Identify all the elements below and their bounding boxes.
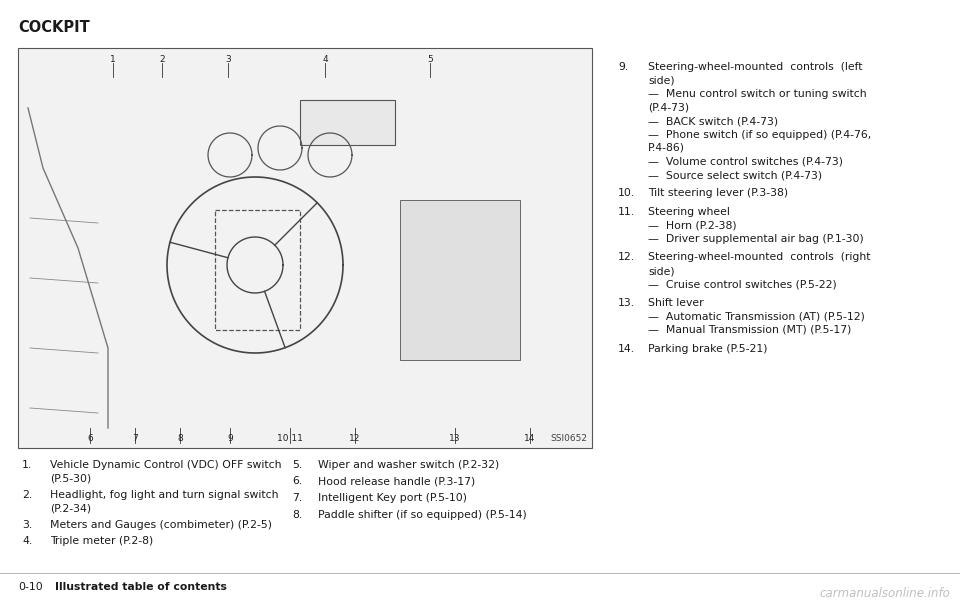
Text: carmanualsonline.info: carmanualsonline.info [819,587,950,600]
Text: (P.4-73): (P.4-73) [648,103,689,112]
Text: —  Horn (P.2-38): — Horn (P.2-38) [648,221,736,230]
Text: 12: 12 [349,434,361,443]
Text: —  Cruise control switches (P.5-22): — Cruise control switches (P.5-22) [648,279,837,290]
Text: —  Manual Transmission (MT) (P.5-17): — Manual Transmission (MT) (P.5-17) [648,325,852,335]
Text: —  BACK switch (P.4-73): — BACK switch (P.4-73) [648,116,779,126]
Text: Wiper and washer switch (P.2-32): Wiper and washer switch (P.2-32) [318,460,499,470]
Text: Steering-wheel-mounted  controls  (right: Steering-wheel-mounted controls (right [648,252,871,263]
Text: (P.5-30): (P.5-30) [50,474,91,483]
Text: —  Automatic Transmission (AT) (P.5-12): — Automatic Transmission (AT) (P.5-12) [648,312,865,321]
Text: 1.: 1. [22,460,33,470]
Text: COCKPIT: COCKPIT [18,20,89,35]
Text: 4.: 4. [22,536,33,546]
Text: 13.: 13. [618,298,636,308]
Text: SSI0652: SSI0652 [550,434,587,443]
Text: P.4-86): P.4-86) [648,143,685,153]
Text: Hood release handle (P.3-17): Hood release handle (P.3-17) [318,477,475,486]
Text: 5: 5 [427,55,433,64]
Bar [300,100,395,145]
Bar [215,210,300,330]
Text: —  Menu control switch or tuning switch: — Menu control switch or tuning switch [648,89,867,99]
Text: Vehicle Dynamic Control (VDC) OFF switch: Vehicle Dynamic Control (VDC) OFF switch [50,460,281,470]
Text: Tilt steering lever (P.3-38): Tilt steering lever (P.3-38) [648,189,788,199]
Text: —  Driver supplemental air bag (P.1-30): — Driver supplemental air bag (P.1-30) [648,234,864,244]
Text: 6: 6 [87,434,93,443]
Bar [18,48,592,448]
Text: 2: 2 [159,55,165,64]
Text: Shift lever: Shift lever [648,298,704,308]
Text: 9.: 9. [618,62,628,72]
Text: 6.: 6. [292,477,302,486]
Text: 11.: 11. [618,207,636,217]
Text: side): side) [648,266,675,276]
Text: 7: 7 [132,434,138,443]
Text: 13: 13 [449,434,461,443]
Text: 1: 1 [110,55,116,64]
Text: 12.: 12. [618,252,636,263]
Text: 4: 4 [323,55,327,64]
Text: Steering-wheel-mounted  controls  (left: Steering-wheel-mounted controls (left [648,62,862,72]
Bar [400,200,520,360]
Text: Paddle shifter (if so equipped) (P.5-14): Paddle shifter (if so equipped) (P.5-14) [318,510,527,519]
Text: side): side) [648,76,675,86]
Text: 5.: 5. [292,460,302,470]
Text: (P.2-34): (P.2-34) [50,503,91,513]
Text: 7.: 7. [292,493,302,503]
Text: Steering wheel: Steering wheel [648,207,730,217]
Text: Headlight, fog light and turn signal switch: Headlight, fog light and turn signal swi… [50,490,278,500]
Text: 8.: 8. [292,510,302,519]
Text: Intelligent Key port (P.5-10): Intelligent Key port (P.5-10) [318,493,467,503]
Text: —  Volume control switches (P.4-73): — Volume control switches (P.4-73) [648,156,843,167]
Text: 3.: 3. [22,520,33,530]
Text: 3: 3 [226,55,230,64]
Text: Triple meter (P.2-8): Triple meter (P.2-8) [50,536,154,546]
Text: 14: 14 [524,434,536,443]
Text: Meters and Gauges (combimeter) (P.2-5): Meters and Gauges (combimeter) (P.2-5) [50,520,272,530]
Text: 10.: 10. [618,189,636,199]
Text: Parking brake (P.5-21): Parking brake (P.5-21) [648,343,767,354]
Text: Illustrated table of contents: Illustrated table of contents [55,582,227,592]
Text: —  Phone switch (if so equipped) (P.4-76,: — Phone switch (if so equipped) (P.4-76, [648,130,872,139]
Text: 10 11: 10 11 [277,434,303,443]
Text: 14.: 14. [618,343,636,354]
Text: 9: 9 [228,434,233,443]
Text: —  Source select switch (P.4-73): — Source select switch (P.4-73) [648,170,822,180]
Text: 0-10: 0-10 [18,582,43,592]
Text: 8: 8 [178,434,182,443]
Text: 2.: 2. [22,490,33,500]
